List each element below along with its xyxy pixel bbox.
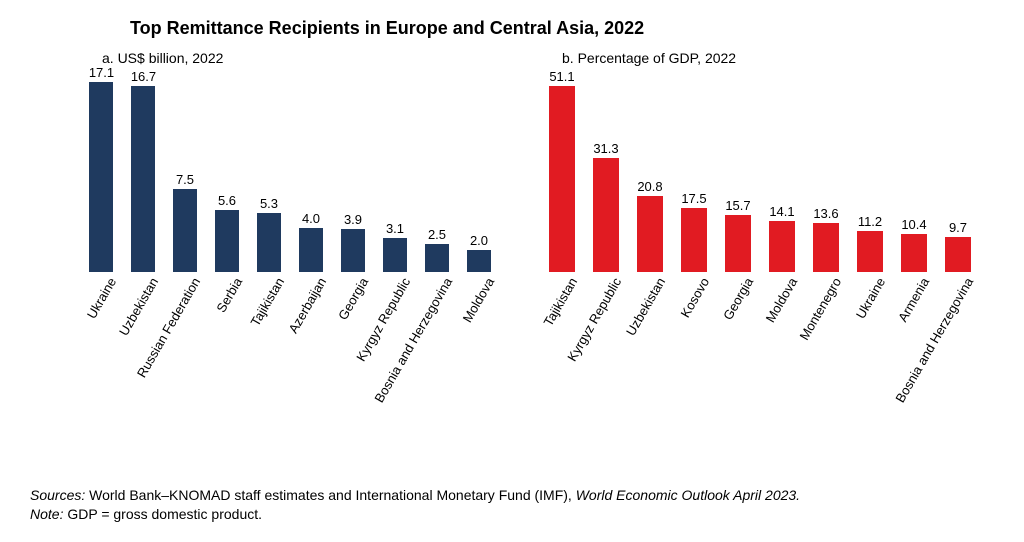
bar-value-label: 5.3 <box>257 196 281 213</box>
bar-category-label: Uzbekistan <box>618 272 668 338</box>
bar-category-label: Moldova <box>454 272 497 325</box>
bar-category-label: Georgia <box>330 272 371 323</box>
bar-slot: 3.1Kyrgyz Republic <box>374 72 416 272</box>
bar-value-label: 2.0 <box>467 233 491 250</box>
panel-a: a. US$ billion, 2022 17.1Ukraine16.7Uzbe… <box>70 50 510 450</box>
bar-slot: 51.1Tajikistan <box>540 72 584 272</box>
bar-slot: 17.5Kosovo <box>672 72 716 272</box>
bar-category-label: Bosnia and Herzegovina <box>887 272 976 405</box>
bar-slot: 20.8Uzbekistan <box>628 72 672 272</box>
bar-slot: 17.1Ukraine <box>80 72 122 272</box>
sources-italic-tail: World Economic Outlook April 2023. <box>576 487 800 503</box>
bar-value-label: 3.9 <box>341 212 365 229</box>
bar: 17.5 <box>681 208 707 272</box>
bar-slot: 10.4Armenia <box>892 72 936 272</box>
sources-text: World Bank–KNOMAD staff estimates and In… <box>85 487 575 503</box>
bar-slot: 2.5Bosnia and Herzegovina <box>416 72 458 272</box>
bar-value-label: 9.7 <box>945 220 971 237</box>
bar: 17.1 <box>89 82 113 272</box>
panel-a-subtitle: a. US$ billion, 2022 <box>102 50 223 66</box>
bar-value-label: 17.1 <box>89 65 113 82</box>
note-line: Note: GDP = gross domestic product. <box>30 505 994 524</box>
bar-category-label: Ukraine <box>79 272 120 321</box>
bar: 31.3 <box>593 158 619 272</box>
panel-a-plot: 17.1Ukraine16.7Uzbekistan7.5Russian Fede… <box>80 72 500 272</box>
bar-value-label: 16.7 <box>131 69 155 86</box>
bar: 11.2 <box>857 231 883 272</box>
note-text: GDP = gross domestic product. <box>63 506 262 522</box>
bar-category-label: Armenia <box>890 272 932 324</box>
bar: 3.9 <box>341 229 365 272</box>
bar-value-label: 31.3 <box>593 141 619 158</box>
bar-slot: 14.1Moldova <box>760 72 804 272</box>
bar-slot: 11.2Ukraine <box>848 72 892 272</box>
page-title: Top Remittance Recipients in Europe and … <box>130 18 644 39</box>
bar-value-label: 15.7 <box>725 198 751 215</box>
figure-footer: Sources: World Bank–KNOMAD staff estimat… <box>30 486 994 524</box>
sources-line: Sources: World Bank–KNOMAD staff estimat… <box>30 486 994 505</box>
bar-value-label: 13.6 <box>813 206 839 223</box>
note-label: Note: <box>30 506 63 522</box>
bar: 3.1 <box>383 238 407 272</box>
bar-slot: 4.0Azerbaijan <box>290 72 332 272</box>
bar-category-label: Georgia <box>715 272 756 323</box>
bar: 2.0 <box>467 250 491 272</box>
bar: 7.5 <box>173 189 197 272</box>
bar-category-label: Tajikistan <box>242 272 287 329</box>
bar-category-label: Serbia <box>208 272 245 315</box>
bar: 13.6 <box>813 223 839 272</box>
bar: 9.7 <box>945 237 971 272</box>
bar-value-label: 5.6 <box>215 193 239 210</box>
bar-slot: 13.6Montenegro <box>804 72 848 272</box>
bar-value-label: 10.4 <box>901 217 927 234</box>
bar-slot: 15.7Georgia <box>716 72 760 272</box>
bar-category-label: Kosovo <box>672 272 712 320</box>
bar: 14.1 <box>769 221 795 272</box>
bar-slot: 2.0Moldova <box>458 72 500 272</box>
bar-value-label: 4.0 <box>299 211 323 228</box>
bar-slot: 3.9Georgia <box>332 72 374 272</box>
bar: 5.6 <box>215 210 239 272</box>
bar-value-label: 14.1 <box>769 204 795 221</box>
bar: 10.4 <box>901 234 927 272</box>
panel-b: b. Percentage of GDP, 2022 51.1Tajikista… <box>530 50 990 450</box>
bar-slot: 9.7Bosnia and Herzegovina <box>936 72 980 272</box>
bar-category-label: Moldova <box>757 272 800 325</box>
bar-category-label: Azerbaijan <box>280 272 329 336</box>
panel-b-subtitle: b. Percentage of GDP, 2022 <box>562 50 736 66</box>
bar: 51.1 <box>549 86 575 272</box>
bar-value-label: 3.1 <box>383 221 407 238</box>
bar-category-label: Tajikistan <box>535 272 580 329</box>
bar-slot: 5.3Tajikistan <box>248 72 290 272</box>
sources-label: Sources: <box>30 487 85 503</box>
bar-value-label: 11.2 <box>857 214 883 231</box>
bar-slot: 7.5Russian Federation <box>164 72 206 272</box>
bar-slot: 16.7Uzbekistan <box>122 72 164 272</box>
bar: 16.7 <box>131 86 155 272</box>
bar: 4.0 <box>299 228 323 272</box>
bar-value-label: 20.8 <box>637 179 663 196</box>
bar-slot: 31.3Kyrgyz Republic <box>584 72 628 272</box>
panel-b-plot: 51.1Tajikistan31.3Kyrgyz Republic20.8Uzb… <box>540 72 980 272</box>
bar: 15.7 <box>725 215 751 272</box>
bar-slot: 5.6Serbia <box>206 72 248 272</box>
bar: 20.8 <box>637 196 663 272</box>
bar-value-label: 7.5 <box>173 172 197 189</box>
bar: 5.3 <box>257 213 281 272</box>
bar-category-label: Ukraine <box>848 272 889 321</box>
figure: Top Remittance Recipients in Europe and … <box>0 0 1024 542</box>
bar: 2.5 <box>425 244 449 272</box>
bar-value-label: 17.5 <box>681 191 707 208</box>
bar-value-label: 51.1 <box>549 69 575 86</box>
bar-value-label: 2.5 <box>425 227 449 244</box>
